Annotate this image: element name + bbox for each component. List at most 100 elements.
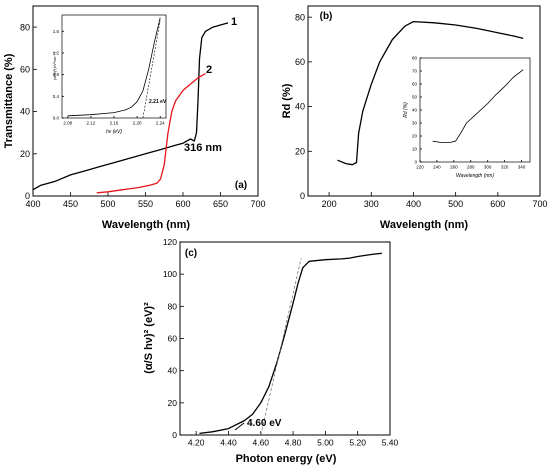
- panel-b-xtick-label: 600: [490, 199, 505, 209]
- panel-c-xtick-label: 4.80: [285, 438, 302, 448]
- panel-a-xlabel: Wavelength (nm): [102, 219, 191, 231]
- panel-c-xlabel: Photon energy (eV): [236, 453, 337, 465]
- panel-b-ytick-label: 60: [295, 57, 305, 67]
- panel-c-ytick-label: 120: [163, 237, 177, 247]
- panel-c-xtick-label: 5.00: [317, 438, 334, 448]
- panel-a-inset-annotation: 2.21 eV: [149, 99, 167, 105]
- panel-b-inset-curve: [432, 69, 524, 143]
- panel-a-inset-curve: [67, 17, 161, 117]
- panel-b-inset-xtick-label: 220: [416, 165, 424, 170]
- panel-a-label: (a): [235, 180, 247, 191]
- panel-b-ytick-label: 40: [295, 102, 305, 112]
- panel-b-inset-xtick-label: 320: [501, 165, 509, 170]
- panel-a-inset-ytick-label: 1.2: [53, 51, 60, 56]
- panel-a-inset-ytick-label: 0.4: [53, 94, 60, 99]
- panel-c-frame: [179, 241, 391, 436]
- panel-b-inset: 220 240 260 280 300 320 340 0 10 20 30 40 50 60 70 80 W…: [403, 56, 531, 179]
- panel-c-series: [199, 252, 382, 436]
- panel-a-inset-ytick-label: 0.8: [53, 72, 60, 77]
- panel-b-xtick-label: 700: [532, 199, 547, 209]
- panel-a-xtick-label: 600: [175, 199, 190, 209]
- panel-b-ticks: 200 300 400 500 600 700 0 20 40 60 80: [295, 12, 548, 209]
- panel-b-inset-ytick-label: 20: [412, 134, 418, 139]
- panel-a-inset-xtick-label: 2.20: [133, 121, 142, 126]
- panel-b-inset-ytick-label: 0: [414, 160, 417, 165]
- panel-c-ytick-label: 80: [168, 301, 178, 311]
- panel-b-xlabel: Wavelength (nm): [380, 219, 469, 231]
- panel-a-inset-ytick-label: 1.6: [53, 29, 60, 34]
- panel-b-xtick-label: 500: [448, 199, 463, 209]
- panel-b-inset-ytick-label: 60: [412, 82, 418, 87]
- panel-a-inset: 2.08 2.12 2.16 2.20 2.24 0.0 0.4 0.8 1.2 1.6 2.21…: [52, 14, 167, 135]
- panel-a-annotation-316nm: 316 nm: [184, 142, 222, 154]
- panel-a-inset-xlabel: hν (eV): [106, 129, 122, 135]
- panel-a-xtick-label: 650: [213, 199, 228, 209]
- panel-a-series-1-line: [32, 22, 229, 191]
- panel-a-xtick-label: 400: [25, 199, 40, 209]
- panel-c-ytick-label: 0: [172, 430, 177, 440]
- panel-b-inset-xtick-label: 240: [433, 165, 441, 170]
- panel-a-inset-fit-line: [142, 20, 161, 119]
- panel-c-fit-line: [260, 258, 302, 436]
- panel-c-ytick-label: 100: [163, 269, 177, 279]
- panel-c-ytick-label: 20: [168, 398, 178, 408]
- panel-b-inset-xtick-label: 300: [484, 165, 492, 170]
- panel-a-ticks: 400 450 500 550 600 650 700 0 20 40 60 80: [20, 22, 266, 209]
- panel-c-xtick-label: 4.60: [252, 438, 269, 448]
- panel-a-xtick-label: 500: [100, 199, 115, 209]
- panel-b-inset-xtick-label: 280: [467, 165, 475, 170]
- panel-c-series-line: [199, 252, 382, 435]
- panel-a-inset-ytick-label: 0.0: [53, 116, 60, 121]
- panel-a-inset-xtick-label: 2.08: [63, 121, 72, 126]
- panel-c-xtick-label: 4.20: [188, 438, 205, 448]
- panel-c-ticks: 4.20 4.40 4.60 4.80 5.00 5.20 5.40 0 20 40 60 80 100…: [163, 237, 399, 448]
- panel-b-series: [337, 20, 524, 166]
- panel-c-xtick-label: 5.40: [382, 438, 399, 448]
- panel-b-inset-ytick-label: 30: [412, 121, 418, 126]
- panel-a-series-2-line: [96, 73, 206, 194]
- panel-c-ytick-label: 40: [168, 366, 178, 376]
- panel-a-xtick-label: 450: [63, 199, 78, 209]
- panel-a-inset-ticks: 2.08 2.12 2.16 2.20 2.24 0.0 0.4 0.8 1.2 1.6: [53, 29, 165, 126]
- panel-b-inset-xtick-label: 340: [518, 165, 526, 170]
- panel-b-inset-xtick-label: 260: [450, 165, 458, 170]
- panel-c-label: (c): [185, 248, 197, 259]
- panel-b-xtick-label: 200: [322, 199, 337, 209]
- panel-a-inset-xtick-label: 2.24: [156, 121, 165, 126]
- panel-b-inset-series: [432, 69, 524, 143]
- panel-a-series: [32, 22, 229, 194]
- panel-b-inset-ytick-label: 10: [412, 147, 418, 152]
- panel-b-inset-ytick-label: 50: [412, 95, 418, 100]
- panel-a-inset-xtick-label: 2.12: [87, 121, 96, 126]
- panel-c-xtick-label: 4.40: [220, 438, 237, 448]
- panel-a-inset-frame: [61, 14, 167, 119]
- panel-b-inset-ylabel: Rd (%): [403, 102, 409, 118]
- panel-a-ytick-label: 20: [20, 149, 30, 159]
- panel-a-ylabel: Transmittance (%): [3, 53, 15, 148]
- panel-a-xtick-label: 700: [250, 199, 265, 209]
- panel-b-label: (b): [320, 11, 333, 22]
- panel-b-xtick-label: 400: [406, 199, 421, 209]
- panel-a: 400 450 500 550 600 650 700 0 20 40 60 80 (a) 316 n…: [3, 5, 266, 231]
- panel-b-inset-ytick-label: 80: [412, 56, 418, 61]
- panel-c-annotation-arrow: [234, 422, 245, 431]
- panel-c-ytick-label: 60: [168, 333, 178, 343]
- panel-b-inset-frame: [419, 57, 531, 163]
- panel-c: 4.20 4.40 4.60 4.80 5.00 5.20 5.40 0 20 40 60 80 100…: [143, 237, 399, 465]
- panel-b: 200 300 400 500 600 700 0 20 40 60 80 (b) Waveleng…: [281, 5, 548, 231]
- panel-b-xtick-label: 300: [364, 199, 379, 209]
- panel-a-series-1-label: 1: [231, 16, 237, 28]
- panel-b-ytick-label: 80: [295, 12, 305, 22]
- panel-a-inset-ylabel: (αhν)²(eV²cm⁻²): [52, 51, 57, 80]
- panel-a-series-2-label: 2: [206, 64, 212, 76]
- panel-b-inset-ticks: 220 240 260 280 300 320 340 0 10 20 30 40 50 60 70 80: [412, 56, 526, 170]
- panel-a-ytick-label: 80: [20, 22, 30, 32]
- panel-c-ylabel: (α/S hν)² (eV)²: [143, 302, 155, 374]
- panel-b-ylabel: Rd (%): [281, 83, 293, 118]
- panel-b-inset-ytick-label: 40: [412, 108, 418, 113]
- panel-a-ytick-label: 60: [20, 64, 30, 74]
- panel-a-inset-xtick-label: 2.16: [110, 121, 119, 126]
- panel-a-inset-series: [67, 17, 161, 119]
- panel-a-ytick-label: 0: [25, 191, 30, 201]
